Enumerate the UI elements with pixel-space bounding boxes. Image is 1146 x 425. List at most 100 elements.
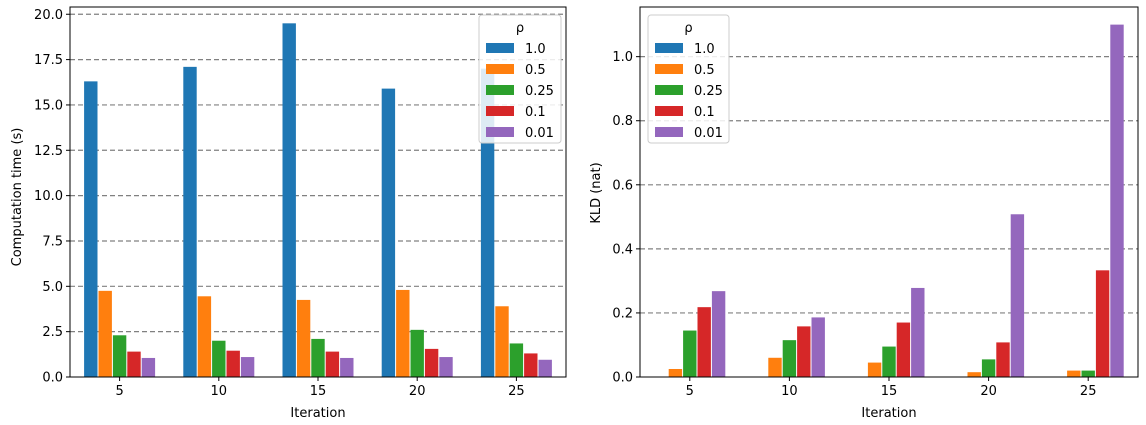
left-bar-0_25-iter-15 — [311, 338, 325, 377]
left-bar-1_0-iter-15 — [282, 23, 296, 378]
left-bar-0_01-iter-20 — [439, 357, 453, 377]
right-bar-0_1-iter-10 — [797, 326, 811, 377]
right-bar-0_25-iter-20 — [981, 359, 996, 377]
left-legend-swatch-1_0 — [486, 43, 514, 53]
left-bar-0_1-iter-25 — [524, 353, 538, 377]
left-xtick-label: 5 — [115, 384, 123, 399]
right-xtick-label: 5 — [686, 384, 694, 399]
left-bar-0_25-iter-10 — [212, 340, 226, 377]
right-legend-swatch-0_1 — [655, 106, 683, 116]
left-bar-0_01-iter-10 — [240, 357, 255, 377]
left-bar-0_01-iter-5 — [141, 357, 156, 377]
left-bar-0_1-iter-5 — [127, 351, 141, 377]
left-legend-label-0_1: 0.1 — [525, 105, 546, 120]
left-bar-0_5-iter-25 — [495, 306, 509, 377]
left-bar-1_0-iter-20 — [381, 88, 396, 377]
right-chart-kld: 0.00.20.40.60.81.05 10 15 20 25ρ1.00.50.250.… — [612, 6, 1139, 399]
left-chart-computation-time: 0.0 2.5 5.0 7.5 10.0 12.5 15.0 17.5 20.0 5 10 15 20 2… — [34, 6, 567, 399]
left-bar-0_01-iter-15 — [340, 357, 354, 377]
right-xtick-label: 10 — [781, 384, 798, 399]
right-legend: ρ1.0 0.5 0.25 0.1 0.01 — [647, 14, 730, 144]
left-ytick-label: 10.0 — [34, 189, 63, 204]
left-bar-0_5-iter-10 — [197, 296, 212, 377]
right-xtick-label: 15 — [881, 384, 898, 399]
left-ytick-label: 0.0 — [42, 371, 63, 386]
left-xlabel: Iteration — [290, 406, 345, 421]
right-bar-0_5-iter-25 — [1067, 370, 1081, 377]
left-bar-0_25-iter-25 — [509, 343, 524, 377]
right-legend-swatch-1_0 — [655, 43, 683, 53]
left-legend-label-1_0: 1.0 — [525, 42, 546, 57]
right-bar-0_1-iter-5 — [697, 307, 711, 377]
left-bar-1_0-iter-10 — [183, 66, 197, 378]
left-bar-0_5-iter-5 — [98, 290, 112, 377]
right-legend-swatch-0_25 — [655, 85, 683, 95]
left-legend-swatch-0_01 — [486, 127, 514, 137]
left-ytick-label: 7.5 — [42, 234, 63, 249]
left-bar-0_1-iter-15 — [325, 351, 340, 377]
left-xtick-label: 10 — [211, 384, 228, 399]
right-bar-0_1-iter-15 — [896, 322, 911, 377]
right-bar-0_01-iter-15 — [911, 287, 925, 377]
left-legend: ρ1.0 0.5 0.25 0.1 0.01 — [478, 14, 562, 144]
left-bar-0_5-iter-15 — [296, 299, 311, 377]
right-legend-title: ρ — [684, 21, 692, 36]
right-ytick-label: 0.0 — [612, 371, 633, 386]
right-bar-0_25-iter-5 — [683, 330, 697, 377]
right-axes-frame — [639, 6, 1139, 378]
left-legend-label-0_25: 0.25 — [525, 84, 554, 99]
right-ytick-label: 1.0 — [612, 50, 633, 65]
left-bar-0_25-iter-5 — [112, 335, 127, 377]
left-xtick-label: 20 — [409, 384, 426, 399]
right-bar-0_25-iter-15 — [882, 346, 896, 377]
left-legend-swatch-0_1 — [486, 106, 514, 116]
right-legend-label-1_0: 1.0 — [694, 42, 715, 57]
right-bar-0_01-iter-20 — [1010, 214, 1025, 377]
right-bar-0_25-iter-25 — [1081, 370, 1095, 377]
right-ytick-label: 0.2 — [612, 306, 633, 321]
left-xtick-label: 25 — [508, 384, 525, 399]
left-bar-1_0-iter-25 — [480, 68, 495, 378]
right-legend-swatch-0_5 — [655, 64, 683, 74]
right-legend-swatch-0_01 — [655, 127, 683, 137]
right-legend-label-0_1: 0.1 — [694, 105, 715, 120]
right-bar-0_5-iter-10 — [768, 357, 782, 377]
right-bar-0_01-iter-25 — [1110, 24, 1124, 377]
right-bar-0_1-iter-25 — [1095, 270, 1110, 377]
right-ylabel: KLD (nat) — [589, 162, 604, 223]
right-ytick-label: 0.4 — [612, 242, 633, 257]
right-ytick-label: 0.6 — [612, 178, 633, 193]
left-ytick-label: 17.5 — [34, 53, 63, 68]
left-legend-label-0_5: 0.5 — [525, 63, 546, 78]
left-bar-0_1-iter-20 — [424, 348, 439, 377]
left-xtick-label: 15 — [310, 384, 327, 399]
right-ytick-label: 0.8 — [612, 114, 633, 129]
right-bar-0_5-iter-20 — [967, 372, 981, 377]
left-ytick-label: 12.5 — [34, 144, 63, 159]
left-axes-frame — [69, 6, 567, 378]
left-ytick-label: 2.5 — [42, 325, 63, 340]
right-xlabel: Iteration — [861, 406, 916, 421]
right-bar-0_5-iter-15 — [867, 362, 882, 377]
right-bar-0_01-iter-10 — [811, 317, 825, 377]
left-bar-1_0-iter-5 — [84, 81, 98, 378]
right-bar-0_5-iter-5 — [668, 368, 683, 377]
right-legend-label-0_25: 0.25 — [694, 84, 723, 99]
right-legend-label-0_01: 0.01 — [694, 126, 723, 141]
left-ytick-label: 20.0 — [34, 8, 63, 23]
right-bar-0_01-iter-5 — [711, 291, 726, 377]
left-bar-0_5-iter-20 — [396, 289, 410, 377]
left-ytick-label: 5.0 — [42, 280, 63, 295]
right-bar-0_25-iter-10 — [782, 340, 797, 377]
left-ytick-label: 15.0 — [34, 98, 63, 113]
left-bar-0_01-iter-25 — [538, 359, 552, 377]
left-legend-swatch-0_25 — [486, 85, 514, 95]
left-ylabel: Computation time (s) — [10, 128, 25, 267]
left-bar-0_25-iter-20 — [410, 329, 424, 377]
left-legend-title: ρ — [516, 21, 524, 36]
right-legend-label-0_5: 0.5 — [694, 63, 715, 78]
right-xtick-label: 20 — [980, 384, 997, 399]
left-legend-label-0_01: 0.01 — [525, 126, 554, 141]
